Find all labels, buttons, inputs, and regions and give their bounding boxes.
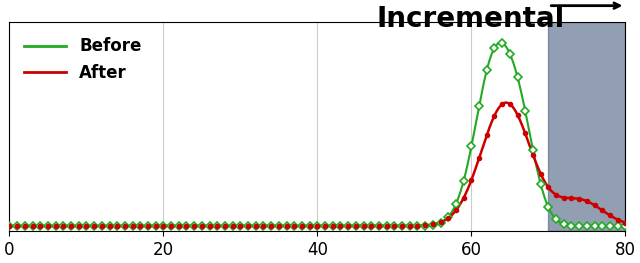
Before	[398, 224, 406, 227]
Line: Before: Before	[10, 43, 625, 226]
After	[537, 172, 545, 175]
Before	[6, 224, 13, 227]
Legend: Before, After: Before, After	[18, 31, 148, 88]
Before	[621, 224, 629, 227]
Before	[364, 224, 371, 227]
Text: Incremental: Incremental	[376, 5, 564, 33]
Before	[44, 224, 51, 227]
Before	[537, 182, 545, 185]
After	[364, 224, 371, 227]
Bar	[548, 22, 625, 231]
After	[6, 224, 13, 227]
After	[473, 164, 481, 167]
Line: After: After	[10, 103, 625, 226]
Before	[497, 41, 504, 44]
Before	[380, 224, 387, 227]
After	[621, 221, 629, 224]
After	[44, 224, 51, 227]
After	[398, 224, 406, 227]
After	[380, 224, 387, 227]
Before	[473, 118, 481, 121]
After	[502, 101, 509, 104]
